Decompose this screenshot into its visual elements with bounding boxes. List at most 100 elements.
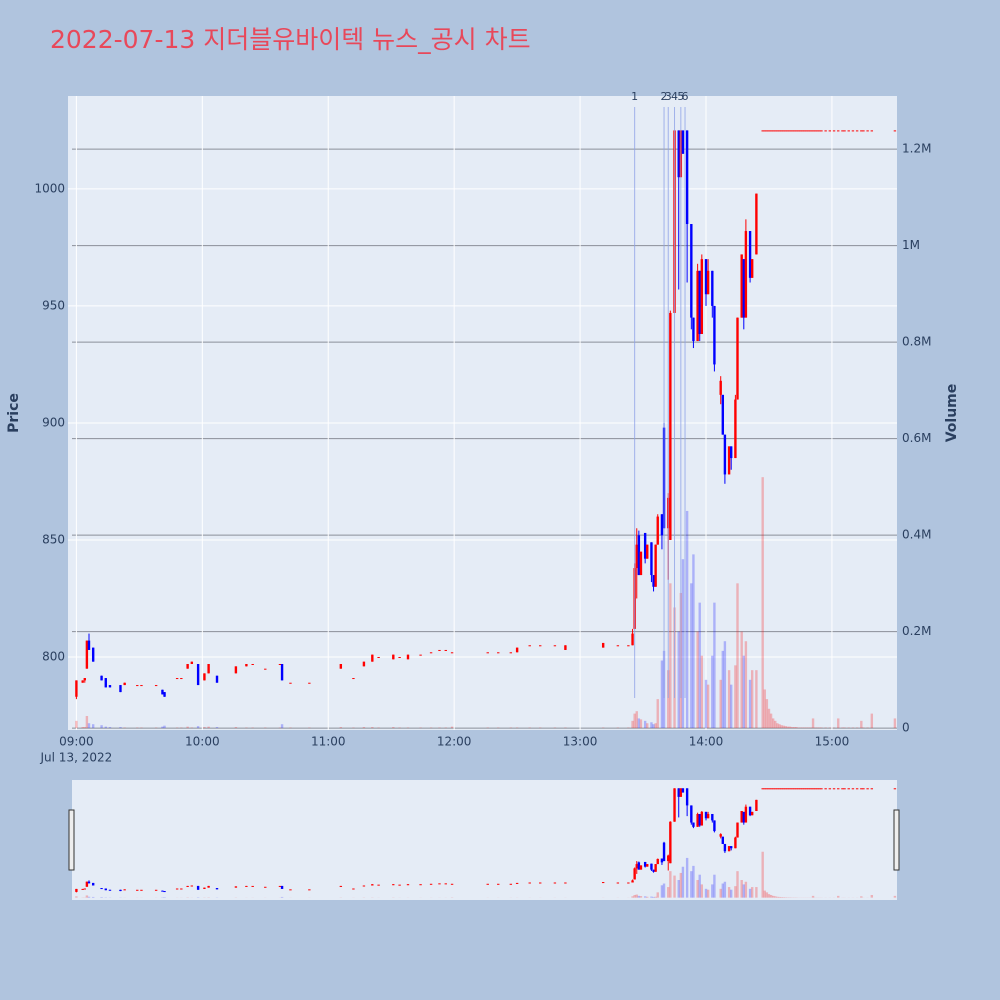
slider-volume-bar xyxy=(765,892,769,898)
slider-candle-body xyxy=(643,861,647,867)
slider-candle-body xyxy=(564,882,567,884)
candle-body xyxy=(818,130,821,132)
candle-body xyxy=(119,685,122,693)
volume-bar xyxy=(681,559,685,729)
candle-body xyxy=(851,130,855,132)
range-slider[interactable] xyxy=(72,780,897,900)
slider-candle-body xyxy=(788,788,792,790)
slider-volume-bar xyxy=(679,872,683,898)
slider-candle-body xyxy=(730,846,733,849)
slider-volume-bar xyxy=(711,884,714,898)
candle-body xyxy=(736,317,739,400)
candle-body xyxy=(780,130,783,132)
slider-candle-body xyxy=(755,799,758,811)
slider-candle-body xyxy=(392,884,395,886)
slider-candle-body xyxy=(799,788,802,790)
slider-candle-body xyxy=(769,788,773,790)
volume-bar xyxy=(119,727,122,729)
candle-body xyxy=(740,254,743,318)
slider-candle-body xyxy=(140,889,143,891)
slider-volume-bar xyxy=(646,896,649,898)
slider-candle-body xyxy=(186,885,189,887)
slider-candle-body xyxy=(790,788,794,790)
y2-tick-label: 0.6M xyxy=(902,431,931,445)
candle-body xyxy=(660,514,664,536)
slider-candle-body xyxy=(797,788,800,790)
volume-bar xyxy=(186,726,189,729)
slider-candle-body xyxy=(673,788,676,822)
slider-volume-bar xyxy=(811,895,815,898)
candle-body xyxy=(776,130,779,132)
candle-body xyxy=(438,649,441,651)
slider-volume-bar xyxy=(633,894,636,898)
candle-body xyxy=(163,692,166,697)
slider-handle-left[interactable] xyxy=(68,809,75,871)
candle-body xyxy=(528,645,531,647)
candle-body xyxy=(797,130,800,132)
slider-candle-body xyxy=(866,788,869,790)
candle-body xyxy=(786,130,790,132)
slider-candle-body xyxy=(771,788,775,790)
slider-candle-body xyxy=(776,788,779,790)
candle-body xyxy=(799,130,802,132)
candle-body xyxy=(515,647,519,653)
volume-bar xyxy=(792,727,796,729)
candle-body xyxy=(654,544,657,587)
candle-body xyxy=(807,130,811,132)
slider-candle-body xyxy=(352,888,355,890)
slider-candle-body xyxy=(509,883,513,885)
candle-body xyxy=(681,130,685,154)
volume-bar xyxy=(339,727,343,729)
slider-candle-body xyxy=(765,788,769,790)
volume-bar xyxy=(740,631,743,729)
slider-candle-body xyxy=(893,788,897,790)
y2-axis-title: Volume xyxy=(944,384,960,443)
candle-body xyxy=(692,317,695,342)
volume-bar xyxy=(91,724,95,729)
volume-bar xyxy=(719,679,722,729)
candle-body xyxy=(847,130,850,132)
slider-candle-body xyxy=(650,863,653,870)
slider-candle-body xyxy=(860,788,863,790)
slider-handle-right[interactable] xyxy=(893,809,900,871)
volume-bar xyxy=(761,477,764,729)
y2-tick-label: 0 xyxy=(902,721,910,735)
volume-bar xyxy=(104,726,107,729)
slider-volume-bar xyxy=(734,886,737,898)
candle-body xyxy=(215,675,219,683)
candle-body xyxy=(140,685,143,687)
slider-volume-bar xyxy=(650,896,653,898)
slider-candle-body xyxy=(809,788,813,790)
volume-bar xyxy=(769,713,773,729)
slider-candle-body xyxy=(528,882,531,884)
slider-candle-body xyxy=(711,813,714,821)
volume-bar xyxy=(392,727,395,729)
candle-body xyxy=(371,654,374,662)
slider-candle-body xyxy=(245,885,248,887)
volume-bar xyxy=(790,727,794,729)
volume-bar xyxy=(685,510,689,729)
candle-body xyxy=(406,654,410,660)
volume-bar xyxy=(87,723,91,729)
candle-body xyxy=(175,678,179,680)
volume-bar xyxy=(362,727,366,729)
volume-bar xyxy=(215,727,219,729)
slider-candle-body xyxy=(786,788,790,790)
slider-volume-bar xyxy=(75,896,78,898)
plot-area xyxy=(68,96,897,730)
news-label: 4 xyxy=(671,90,678,103)
candle-body xyxy=(811,130,815,132)
volume-bar xyxy=(744,641,748,729)
candle-body xyxy=(280,664,284,681)
candle-body xyxy=(429,652,433,654)
slider-candle-body xyxy=(811,788,815,790)
volume-bar xyxy=(635,711,638,729)
candle-body xyxy=(87,640,91,650)
candle-body xyxy=(564,645,567,650)
candle-body xyxy=(509,652,513,654)
candle-body xyxy=(190,661,194,665)
candle-body xyxy=(820,130,823,132)
volume-bar xyxy=(108,727,112,729)
volume-bar xyxy=(811,718,815,729)
slider-candle-body xyxy=(450,883,454,885)
